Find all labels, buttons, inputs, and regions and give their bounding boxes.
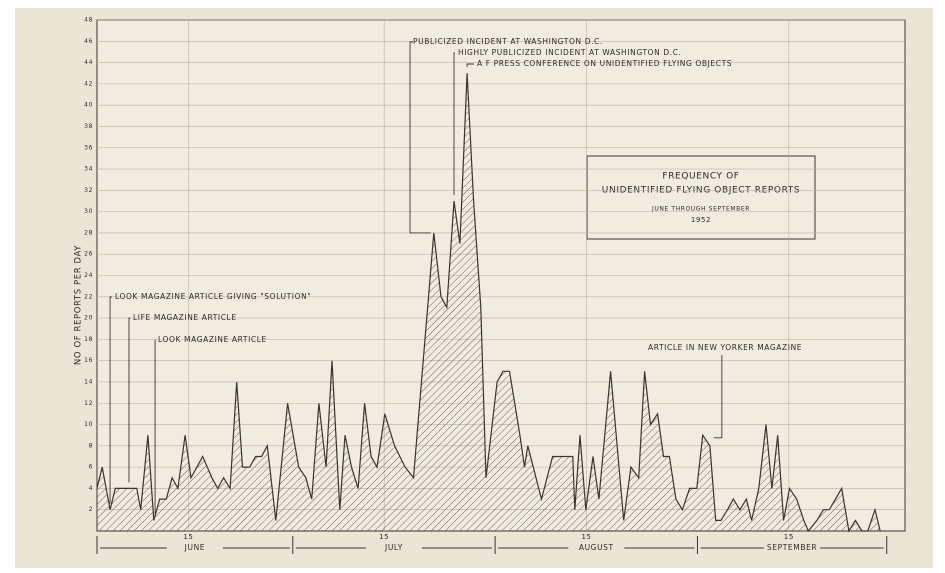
annotation: LOOK MAGAZINE ARTICLE GIVING "SOLUTION": [115, 292, 311, 301]
y-tick-label: 44: [84, 59, 93, 66]
y-tick-label: 14: [84, 378, 93, 385]
y-tick-label: 20: [84, 315, 93, 322]
y-tick-label: 36: [84, 144, 93, 151]
annotation: HIGHLY PUBLICIZED INCIDENT AT WASHINGTON…: [458, 48, 682, 57]
y-tick-label: 16: [84, 357, 93, 364]
y-tick-label: 40: [84, 102, 93, 109]
y-tick-label: 34: [84, 166, 93, 173]
y-tick-label: 2: [89, 506, 93, 513]
chart-title: FREQUENCY OF: [662, 172, 739, 182]
y-tick-label: 48: [84, 17, 93, 24]
month-label: AUGUST: [579, 543, 614, 552]
y-tick-label: 12: [84, 400, 93, 407]
x-tick-label: 15: [379, 533, 389, 541]
month-label: JULY: [384, 543, 403, 552]
line: [96, 73, 881, 533]
annotation: LIFE MAGAZINE ARTICLE: [133, 313, 237, 322]
annotation-arrow: [453, 52, 455, 195]
y-tick-label: 4: [89, 485, 93, 492]
y-axis-label: NO OF REPORTS PER DAY: [74, 245, 84, 365]
y-tick-label: 26: [84, 251, 93, 258]
annotation-arrow: [466, 63, 474, 68]
y-tick-label: 6: [89, 464, 93, 471]
y-tick-label: 24: [84, 272, 93, 279]
y-tick-label: 38: [84, 123, 93, 130]
chart-subtitle: JUNE THROUGH SEPTEMBER: [651, 206, 750, 213]
y-tick-label: 18: [84, 336, 93, 343]
x-tick-label: 15: [183, 533, 193, 541]
chart-date: 1952: [691, 216, 711, 224]
y-tick-label: 30: [84, 208, 93, 215]
y-tick-label: 22: [84, 293, 93, 300]
y-tick-label: 32: [84, 187, 93, 194]
x-tick-label: 15: [784, 533, 794, 541]
x-tick-label: 15: [581, 533, 591, 541]
annotation-arrow: [128, 317, 130, 483]
annotation-arrow: [713, 355, 723, 439]
annotation: LOOK MAGAZINE ARTICLE: [158, 335, 267, 344]
annotation: ARTICLE IN NEW YORKER MAGAZINE: [648, 343, 802, 352]
annotation-arrow: [409, 41, 431, 234]
area: [97, 73, 881, 531]
month-label: SEPTEMBER: [767, 543, 817, 552]
y-tick-label: 8: [89, 442, 93, 449]
y-tick-label: 28: [84, 229, 93, 236]
annotation: A F PRESS CONFERENCE ON UNIDENTIFIED FLY…: [477, 59, 732, 68]
title-box: [586, 155, 816, 240]
annotation-arrow: [109, 296, 112, 504]
y-tick-label: 10: [84, 421, 93, 428]
y-tick-label: 42: [84, 80, 93, 87]
annotation: PUBLICIZED INCIDENT AT WASHINGTON D.C.: [413, 37, 603, 46]
y-tick-label: 46: [84, 38, 93, 45]
month-label: JUNE: [184, 543, 205, 552]
